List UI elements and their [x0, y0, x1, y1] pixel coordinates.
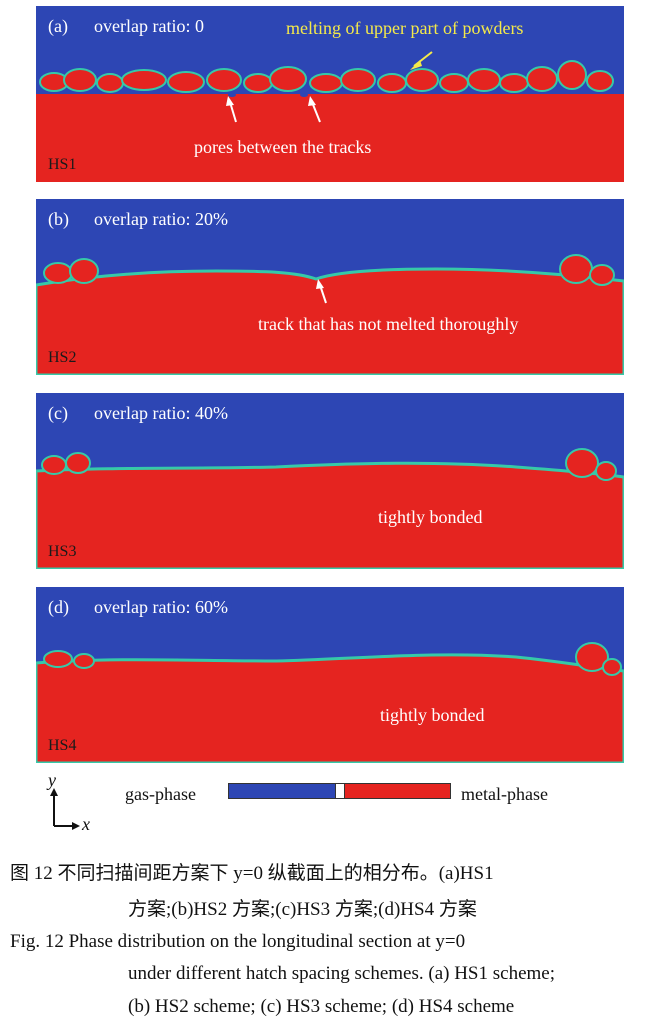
annotation: tightly bonded [380, 705, 485, 725]
annotation: track that has not melted thoroughly [258, 314, 519, 334]
colorbar-metal [345, 784, 450, 798]
colorbar-interface [335, 784, 345, 798]
caption-cn-line2: 方案;(b)HS2 方案;(c)HS3 方案;(d)HS4 方案 [128, 899, 477, 920]
caption-cn-line1: 图 12 不同扫描间距方案下 y=0 纵截面上的相分布。(a)HS1 [10, 863, 494, 884]
panel-a: (a) overlap ratio: 0 melting of upper pa… [36, 6, 624, 182]
scheme-label: HS2 [48, 349, 77, 366]
panel-c: (c) overlap ratio: 40% tightly bonded HS… [36, 393, 624, 569]
scheme-label: HS1 [48, 156, 77, 173]
caption-en-line3: (b) HS2 scheme; (c) HS3 scheme; (d) HS4 … [128, 996, 515, 1017]
scheme-label: HS4 [48, 737, 77, 754]
phase-field-b [36, 199, 624, 375]
phase-field-c [36, 393, 624, 569]
panel-title: overlap ratio: 20% [94, 209, 228, 229]
phase-field-d [36, 587, 624, 763]
axis-arrows [50, 788, 80, 830]
panel-label: (a) [48, 16, 68, 36]
panel-label: (b) [48, 209, 69, 229]
annotation: melting of upper part of powders [286, 18, 524, 38]
panel-b: (b) overlap ratio: 20% track that has no… [36, 199, 624, 375]
legend-gas-phase: gas-phase [125, 784, 196, 804]
y-axis-label: y [48, 770, 56, 790]
panel-title: overlap ratio: 60% [94, 597, 228, 617]
axis-indicator: y x [44, 770, 104, 836]
panel-d: (d) overlap ratio: 60% tightly bonded HS… [36, 587, 624, 763]
panel-label: (d) [48, 597, 69, 617]
phase-colorbar [228, 783, 451, 799]
caption-en-line2: under different hatch spacing schemes. (… [128, 963, 555, 984]
annotation: pores between the tracks [194, 137, 372, 157]
legend-metal-phase: metal-phase [461, 784, 548, 804]
annotation: tightly bonded [378, 507, 483, 527]
panel-title: overlap ratio: 0 [94, 16, 204, 36]
caption-en-line1: Fig. 12 Phase distribution on the longit… [10, 931, 466, 952]
colorbar-gas [229, 784, 335, 798]
panel-label: (c) [48, 403, 68, 423]
scheme-label: HS3 [48, 543, 77, 560]
panel-title: overlap ratio: 40% [94, 403, 228, 423]
x-axis-label: x [82, 814, 90, 834]
phase-field-a [36, 6, 624, 182]
